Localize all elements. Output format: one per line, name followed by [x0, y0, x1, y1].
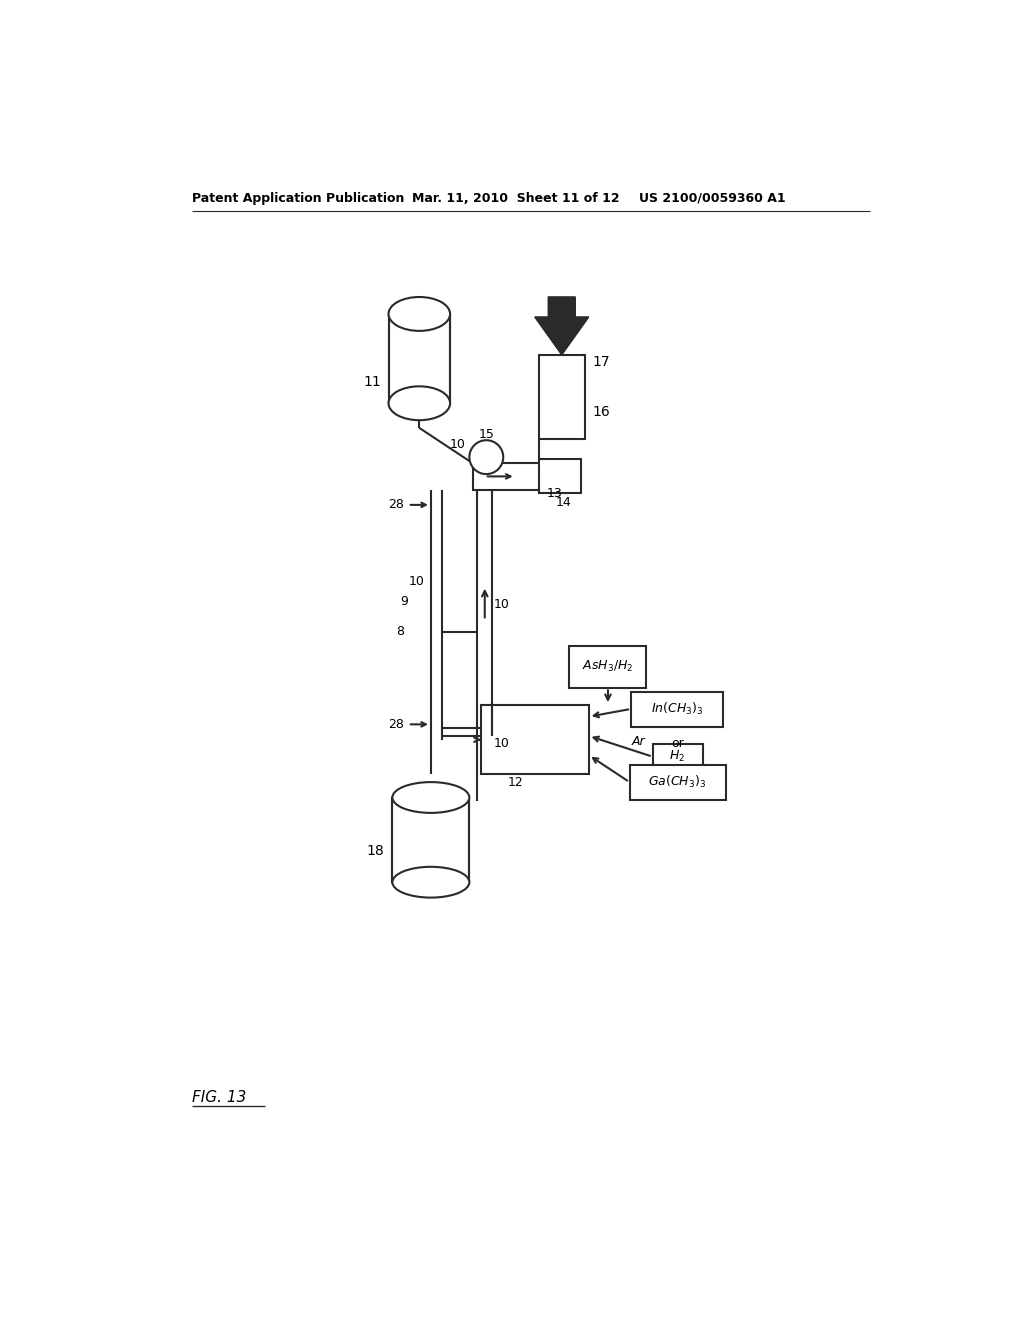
Text: 10: 10: [450, 438, 466, 451]
Text: $In(CH_3)_3$: $In(CH_3)_3$: [651, 701, 703, 717]
Ellipse shape: [392, 867, 469, 898]
Text: 8: 8: [396, 626, 403, 639]
Text: Mar. 11, 2010  Sheet 11 of 12: Mar. 11, 2010 Sheet 11 of 12: [412, 191, 620, 205]
Text: 16: 16: [593, 405, 610, 420]
Ellipse shape: [392, 781, 469, 813]
Text: $Ga(CH_3)_3$: $Ga(CH_3)_3$: [648, 774, 707, 791]
Bar: [481, 705, 589, 775]
Text: 10: 10: [409, 576, 425, 589]
Text: 14: 14: [556, 496, 571, 510]
Text: $AsH_3/H_2$: $AsH_3/H_2$: [583, 659, 634, 675]
Bar: [539, 459, 581, 494]
Ellipse shape: [388, 387, 451, 420]
Text: 13: 13: [547, 487, 562, 500]
Bar: [539, 355, 585, 440]
Text: or: or: [671, 737, 684, 750]
Bar: [652, 743, 702, 771]
Bar: [392, 797, 469, 882]
Text: 10: 10: [494, 598, 510, 611]
Polygon shape: [535, 297, 589, 355]
Text: $H_2$: $H_2$: [670, 750, 685, 764]
Bar: [631, 692, 724, 726]
Text: 18: 18: [367, 845, 385, 858]
Bar: [569, 645, 646, 688]
Text: Ar: Ar: [632, 735, 645, 748]
Text: Patent Application Publication: Patent Application Publication: [193, 191, 404, 205]
Text: 17: 17: [593, 355, 610, 370]
Text: 28: 28: [388, 718, 403, 731]
Text: US 2100/0059360 A1: US 2100/0059360 A1: [639, 191, 785, 205]
Text: 15: 15: [478, 428, 495, 441]
Bar: [388, 314, 451, 404]
Text: 12: 12: [508, 776, 523, 788]
Text: 9: 9: [400, 594, 408, 607]
Ellipse shape: [388, 297, 451, 331]
Text: FIG. 13: FIG. 13: [193, 1090, 247, 1105]
Text: 28: 28: [388, 499, 403, 511]
Circle shape: [469, 441, 503, 474]
Text: 10: 10: [494, 737, 510, 750]
Text: 11: 11: [364, 375, 381, 388]
Bar: [473, 462, 543, 490]
Bar: [630, 766, 726, 800]
